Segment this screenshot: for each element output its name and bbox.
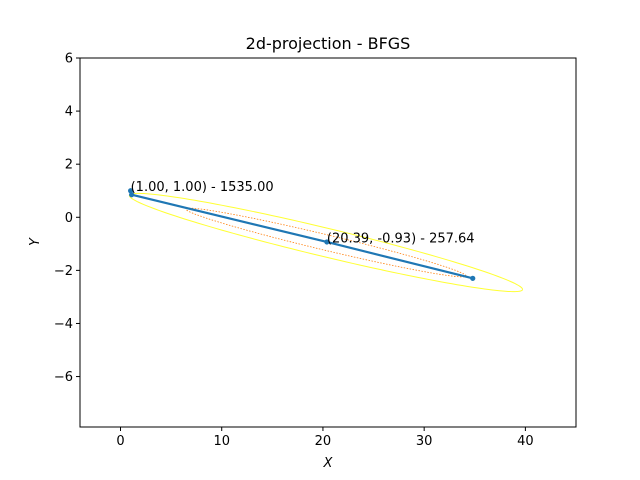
y-tick-label: 6 [65,52,73,67]
data-point [128,188,134,194]
y-axis-ticks: −6 −4 −2 0 2 4 6 [54,52,80,385]
chart-title: 2d-projection - BFGS [246,34,411,53]
x-axis-ticks: 0 10 20 30 40 [116,427,534,449]
y-tick-label: 2 [65,158,73,173]
x-axis-label: X [323,456,334,471]
data-point [470,275,476,281]
y-axis-label: Y [28,237,43,246]
x-tick-label: 40 [517,434,534,449]
plot-frame [79,57,577,428]
annotation-group: (1.00, 1.00) - 1535.00 (20.39, -0.93) - 2… [131,180,475,246]
x-tick-label: 30 [416,434,433,449]
contour-line [185,207,467,278]
data-point [324,239,330,245]
x-tick-label: 10 [213,434,230,449]
point-annotation: (1.00, 1.00) - 1535.00 [131,180,274,195]
series-group [128,188,476,281]
y-tick-label: −2 [54,264,73,279]
data-point [129,192,135,198]
point-annotation: (20.39, -0.93) - 257.64 [327,231,475,246]
x-tick-label: 0 [116,434,124,449]
y-tick-label: −6 [54,370,73,385]
y-tick-label: 4 [65,105,73,120]
x-tick-label: 20 [315,434,332,449]
y-tick-label: 0 [65,211,73,226]
y-tick-label: −4 [54,317,73,332]
